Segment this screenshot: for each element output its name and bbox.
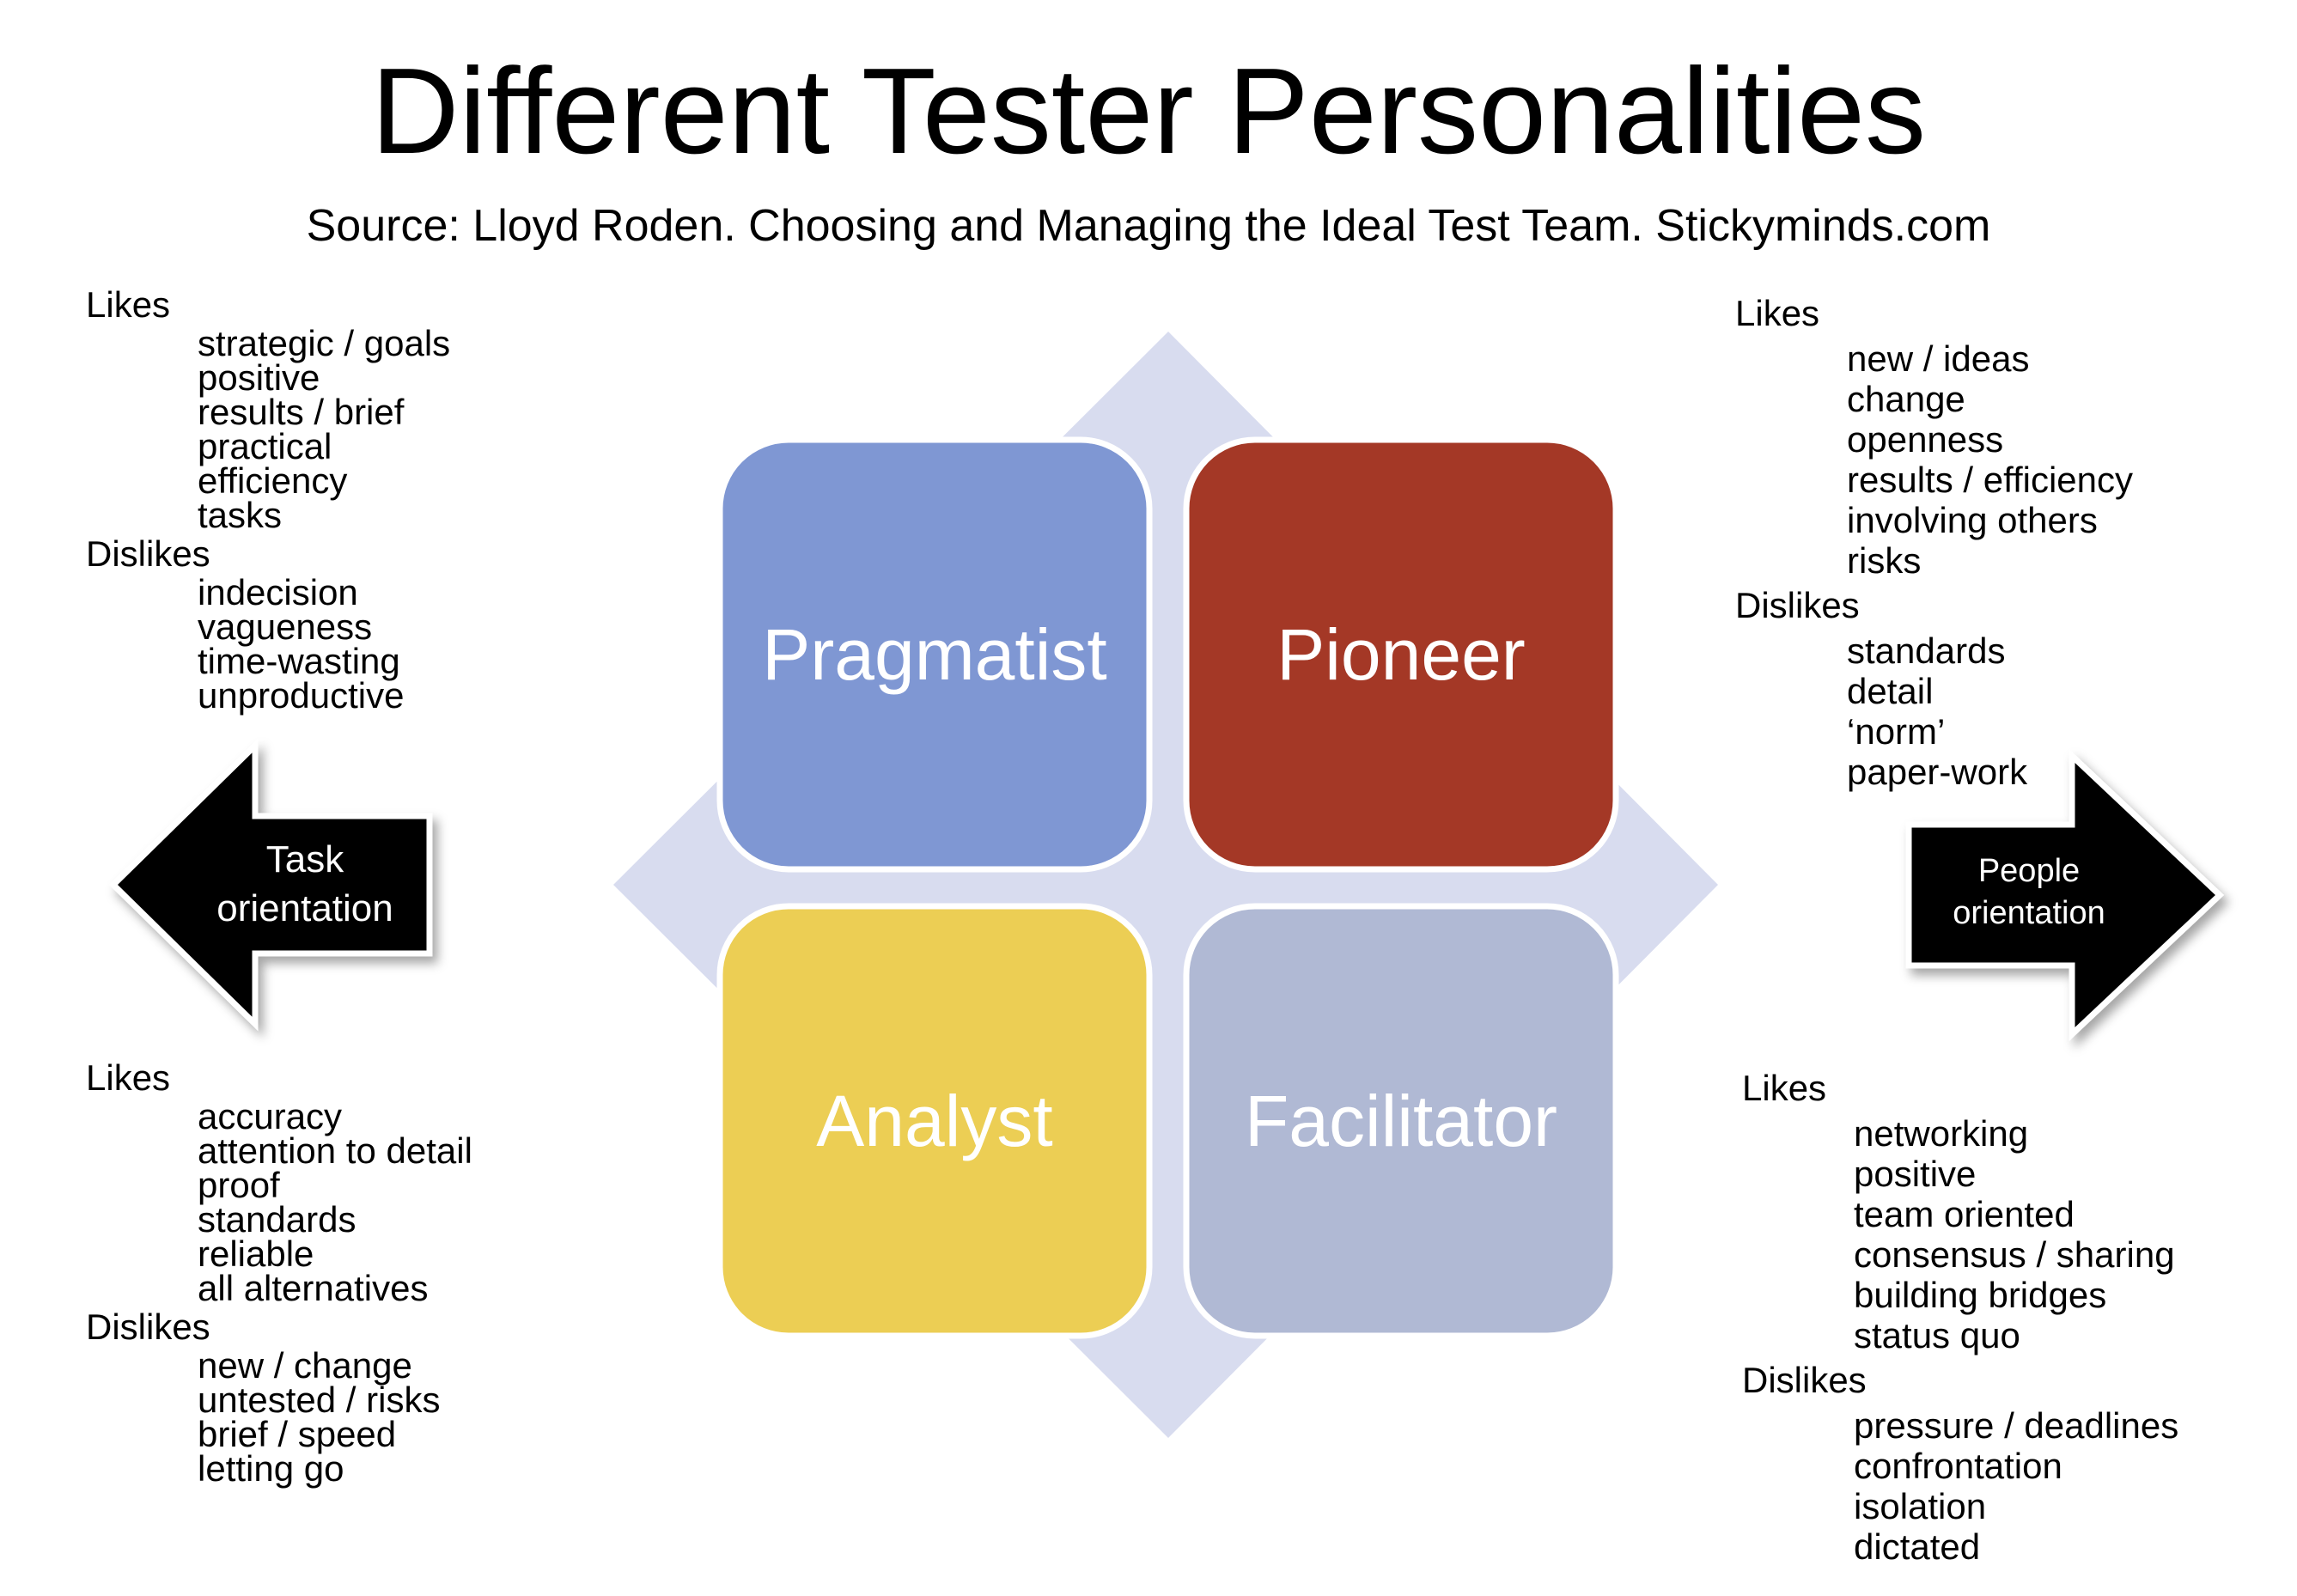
people-orientation-line1: People — [1977, 853, 2081, 889]
people-orientation-label: People orientation — [1909, 850, 2149, 935]
list-item: isolation — [1854, 1486, 1987, 1526]
likes-list: accuracy attention to detail proof stand… — [86, 1096, 472, 1308]
people-orientation-line2: orientation — [1953, 895, 2105, 932]
list-item: unproductive — [198, 675, 405, 716]
list-item: brief / speed — [198, 1414, 397, 1454]
likes-heading: Likes — [1742, 1068, 1827, 1108]
list-item: ‘norm’ — [1847, 711, 1946, 752]
list-item: vagueness — [198, 606, 373, 647]
list-item: time-wasting — [198, 641, 400, 681]
pioneer-label: Pioneer — [1276, 614, 1526, 695]
source-citation: Source: Lloyd Roden. Choosing and Managi… — [306, 201, 1991, 251]
list-item: paper-work — [1847, 752, 2028, 792]
list-item: status quo — [1854, 1315, 2020, 1355]
list-item: untested / risks — [198, 1380, 441, 1420]
list-item: results / brief — [198, 392, 405, 432]
list-item: pressure / deadlines — [1854, 1405, 2179, 1446]
list-item: dictated — [1854, 1526, 1981, 1567]
analyst-quadrant — [716, 903, 1153, 1339]
task-orientation-label: Task orientation — [198, 835, 412, 933]
dislikes-heading: Dislikes — [86, 1307, 210, 1347]
list-item: standards — [198, 1199, 356, 1240]
pioneer-traits: Likes new / ideas change openness result… — [1735, 289, 2133, 792]
likes-list: networking positive team oriented consen… — [1742, 1113, 2178, 1355]
list-item: new / ideas — [1847, 338, 2030, 379]
diagram-title: Different Tester Personalities — [370, 43, 1927, 180]
analyst-traits: Likes accuracy attention to detail proof… — [86, 1057, 472, 1489]
list-item: results / efficiency — [1847, 460, 2134, 500]
dislikes-heading: Dislikes — [1735, 585, 1860, 625]
list-item: confrontation — [1854, 1446, 2062, 1486]
list-item: proof — [198, 1165, 280, 1205]
dislikes-list: standards detail ‘norm’ paper-work — [1735, 630, 2133, 792]
list-item: networking — [1854, 1113, 2029, 1154]
pragmatist-label: Pragmatist — [762, 614, 1107, 695]
likes-list: new / ideas change openness results / ef… — [1735, 338, 2133, 581]
analyst-label: Analyst — [816, 1081, 1053, 1161]
people-orientation-arrow — [1905, 748, 2225, 1042]
list-item: change — [1847, 379, 1965, 419]
pragmatist-traits: Likes strategic / goals positive results… — [86, 283, 450, 716]
facilitator-traits: Likes networking positive team oriented … — [1742, 1063, 2178, 1567]
likes-heading: Likes — [86, 284, 171, 325]
task-orientation-arrow — [109, 738, 433, 1032]
facilitator-quadrant — [1183, 903, 1619, 1339]
list-item: consensus / sharing — [1854, 1234, 2175, 1275]
list-item: accuracy — [198, 1096, 343, 1136]
list-item: reliable — [198, 1234, 314, 1274]
list-item: attention to detail — [198, 1130, 472, 1171]
pragmatist-quadrant — [716, 436, 1153, 873]
dislikes-heading: Dislikes — [86, 533, 210, 574]
list-item: new / change — [198, 1345, 412, 1386]
list-item: openness — [1847, 419, 2004, 460]
list-item: positive — [198, 357, 320, 398]
list-item: strategic / goals — [198, 323, 451, 363]
list-item: positive — [1854, 1154, 1977, 1194]
likes-heading: Likes — [1735, 293, 1820, 333]
list-item: practical — [198, 426, 332, 466]
list-item: building bridges — [1854, 1275, 2107, 1315]
list-item: efficiency — [198, 460, 348, 501]
list-item: standards — [1847, 630, 2006, 671]
likes-heading: Likes — [86, 1057, 171, 1098]
task-orientation-line1: Task — [265, 838, 344, 880]
dislikes-list: indecision vagueness time-wasting unprod… — [86, 572, 450, 716]
likes-list: strategic / goals positive results / bri… — [86, 326, 450, 533]
list-item: all alternatives — [198, 1268, 429, 1308]
list-item: indecision — [198, 572, 358, 612]
dislikes-heading: Dislikes — [1742, 1360, 1867, 1400]
pioneer-quadrant — [1183, 436, 1619, 873]
list-item: team oriented — [1854, 1194, 2075, 1234]
dislikes-list: pressure / deadlines confrontation isola… — [1742, 1405, 2178, 1567]
task-orientation-line2: orientation — [216, 887, 393, 930]
list-item: risks — [1847, 540, 1922, 581]
list-item: detail — [1847, 671, 1934, 711]
facilitator-label: Facilitator — [1244, 1081, 1558, 1161]
list-item: tasks — [198, 495, 283, 535]
list-item: involving others — [1847, 500, 2098, 540]
dislikes-list: new / change untested / risks brief / sp… — [86, 1345, 472, 1489]
list-item: letting go — [198, 1448, 344, 1489]
